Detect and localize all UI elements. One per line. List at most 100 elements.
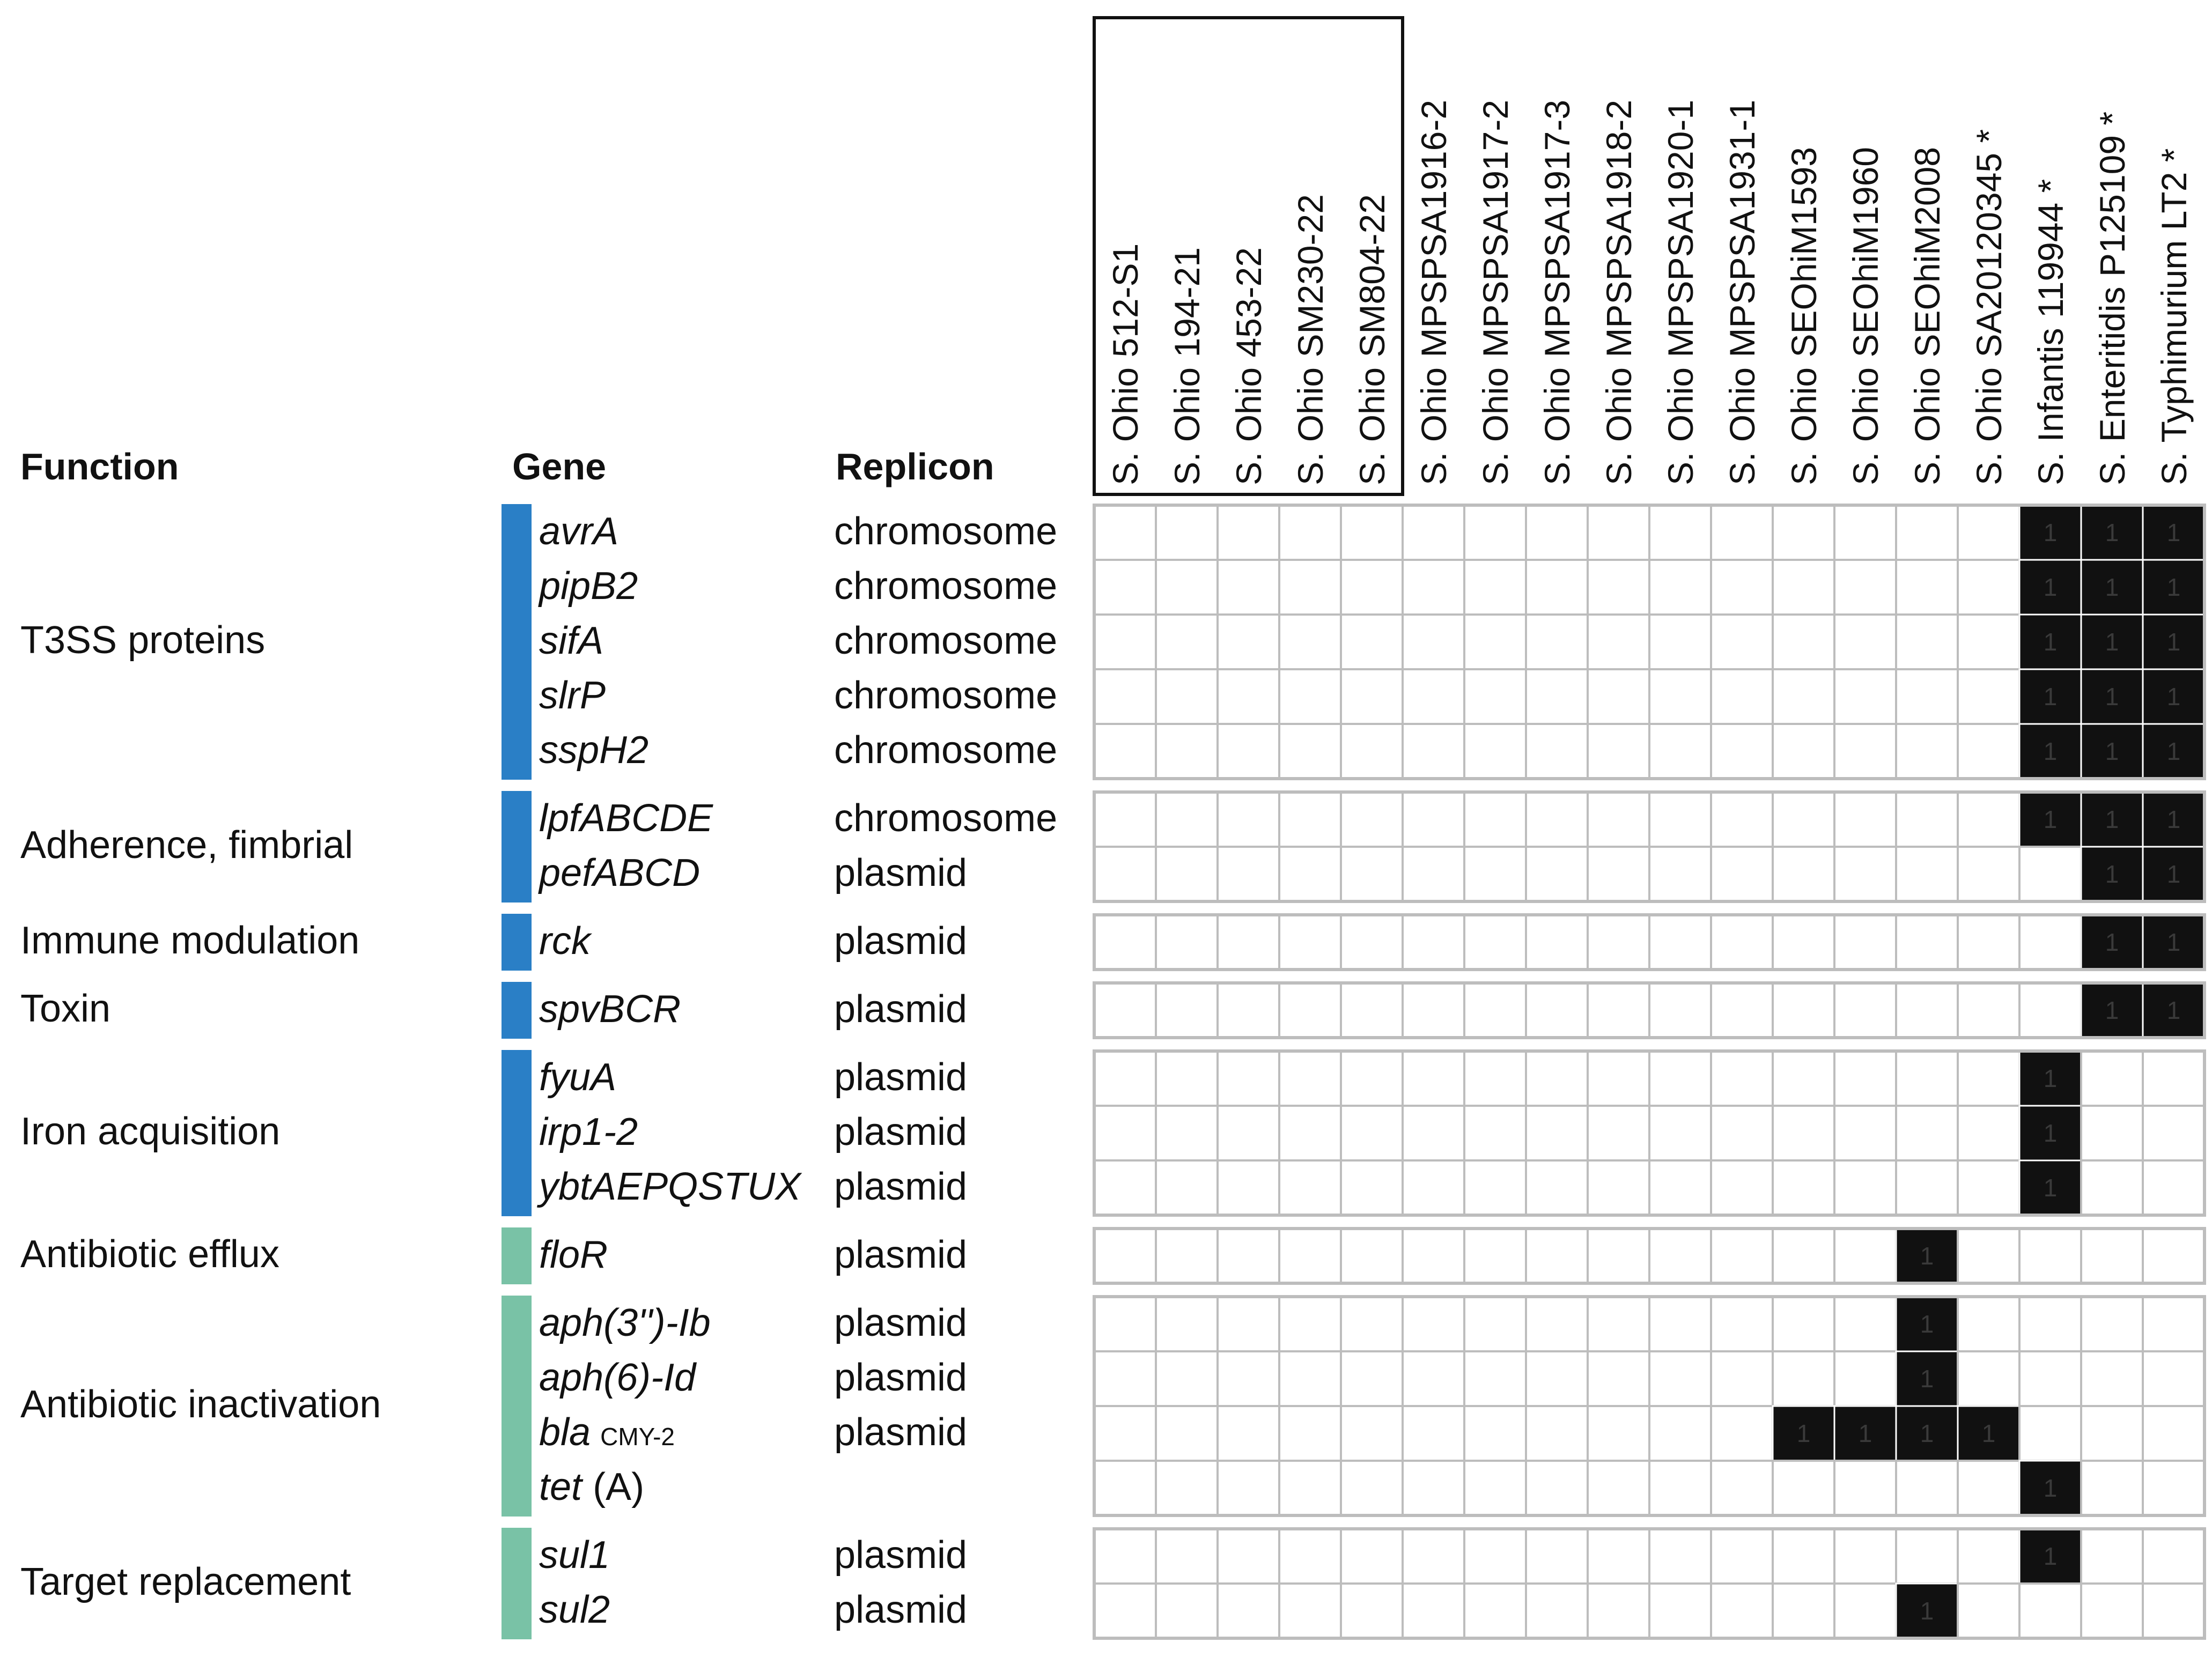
cell-value-label: 1	[2167, 928, 2181, 956]
cell-absent	[1648, 1227, 1712, 1284]
cell-absent	[1402, 1296, 1465, 1352]
cell-present	[1895, 1227, 1959, 1284]
cell-absent	[1155, 559, 1219, 616]
cell-absent	[1587, 1105, 1650, 1162]
cell-value-label: 1	[2044, 1174, 2058, 1202]
cell-absent	[1463, 1227, 1527, 1284]
cell-value-label: 1	[2044, 805, 2058, 833]
gene-suffix: (A)	[582, 1466, 645, 1508]
cell-absent	[1895, 1159, 1959, 1216]
cell-absent	[1155, 1405, 1219, 1462]
cell-value-label: 1	[2044, 683, 2058, 711]
cell-absent	[1648, 982, 1712, 1039]
cell-absent	[2142, 1582, 2206, 1639]
cell-absent	[1525, 1105, 1589, 1162]
cell-absent	[1525, 1050, 1589, 1107]
cell-absent	[2018, 982, 2082, 1039]
cell-absent	[1278, 1528, 1342, 1585]
gene-name: ybtAEPQSTUX	[539, 1165, 801, 1208]
cell-absent	[1340, 791, 1404, 848]
cell-absent	[2142, 1105, 2206, 1162]
virulence-category-bar	[502, 982, 532, 1039]
cell-absent	[1216, 1050, 1280, 1107]
cell-absent	[2080, 1582, 2144, 1639]
cell-absent	[2080, 1405, 2144, 1462]
cell-absent	[1525, 914, 1589, 971]
function-label: Adherence, fimbrial	[20, 824, 353, 867]
cell-absent	[1093, 791, 1157, 848]
cell-absent	[1402, 1105, 1465, 1162]
cell-absent	[1772, 1050, 1835, 1107]
cell-absent	[1278, 613, 1342, 670]
cell-absent	[1216, 1159, 1280, 1216]
gene-label: sul1	[539, 1533, 610, 1577]
cell-absent	[1340, 1405, 1404, 1462]
cell-absent	[1587, 504, 1650, 561]
cell-absent	[1155, 1105, 1219, 1162]
cell-present	[2018, 723, 2082, 780]
cell-absent	[1648, 1528, 1712, 1585]
cell-absent	[1895, 914, 1959, 971]
cell-absent	[1216, 1227, 1280, 1284]
cell-absent	[1278, 1227, 1342, 1284]
cell-value-label: 1	[1920, 1310, 1934, 1338]
cell-absent	[1895, 846, 1959, 903]
cell-absent	[1772, 1227, 1835, 1284]
cell-absent	[1648, 613, 1712, 670]
gene-label: bla CMY-2	[539, 1410, 675, 1454]
cell-absent	[1833, 982, 1897, 1039]
cell-absent	[1463, 723, 1527, 780]
cell-present	[2080, 791, 2144, 848]
cell-absent	[1587, 1460, 1650, 1517]
cell-absent	[2080, 1105, 2144, 1162]
cell-absent	[1340, 1582, 1404, 1639]
cell-absent	[1833, 1159, 1897, 1216]
cell-absent	[1648, 1296, 1712, 1352]
cell-absent	[1463, 504, 1527, 561]
cell-absent	[1648, 1582, 1712, 1639]
cell-present	[2018, 668, 2082, 725]
replicon-label: chromosome	[834, 729, 1058, 772]
cell-absent	[1710, 1405, 1774, 1462]
cell-value-label: 1	[2105, 860, 2119, 888]
cell-absent	[1772, 846, 1835, 903]
cell-absent	[1772, 914, 1835, 971]
cell-absent	[1278, 914, 1342, 971]
cell-absent	[1278, 1105, 1342, 1162]
cell-absent	[1710, 1159, 1774, 1216]
cell-absent	[1525, 1528, 1589, 1585]
cell-absent	[1895, 613, 1959, 670]
cell-absent	[1402, 1405, 1465, 1462]
gene-name: aph(6)-Id	[539, 1356, 696, 1399]
replicon-label: chromosome	[834, 510, 1058, 553]
cell-absent	[1648, 791, 1712, 848]
cell-absent	[1895, 1460, 1959, 1517]
cell-absent	[2142, 1159, 2206, 1216]
cell-absent	[2142, 1405, 2206, 1462]
cell-absent	[1957, 1050, 2021, 1107]
cell-absent	[1340, 613, 1404, 670]
cell-absent	[2018, 1405, 2082, 1462]
cell-absent	[1957, 791, 2021, 848]
cell-value-label: 1	[2105, 996, 2119, 1024]
cell-absent	[1895, 559, 1959, 616]
cell-absent	[1278, 1050, 1342, 1107]
gene-name: floR	[539, 1233, 608, 1276]
cell-absent	[1278, 1350, 1342, 1407]
cell-value-label: 1	[2044, 1119, 2058, 1147]
cell-value-label: 1	[2167, 573, 2181, 601]
replicon-label: plasmid	[834, 1111, 968, 1153]
cell-absent	[1216, 1105, 1280, 1162]
gene-label: sul2	[539, 1588, 610, 1632]
cell-absent	[1525, 1350, 1589, 1407]
resistance-category-bar	[502, 1528, 532, 1639]
cell-absent	[1833, 504, 1897, 561]
cell-absent	[1833, 1227, 1897, 1284]
cell-absent	[1155, 1528, 1219, 1585]
cell-absent	[1093, 1227, 1157, 1284]
cell-present	[2142, 846, 2206, 903]
cell-absent	[1895, 1050, 1959, 1107]
cell-absent	[1587, 559, 1650, 616]
